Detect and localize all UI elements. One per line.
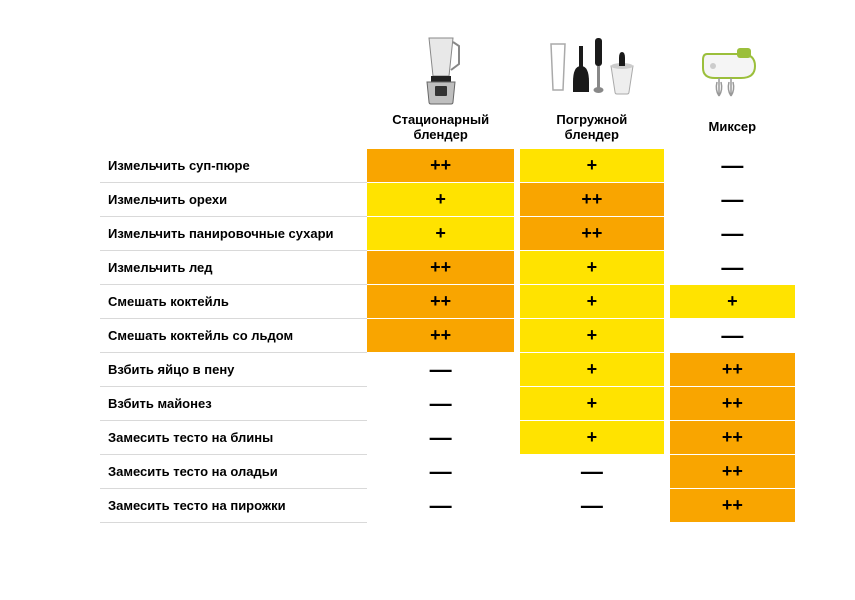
table-row: Замесить тесто на блины—+++: [100, 421, 795, 455]
stationary-blender-icon: [367, 10, 517, 110]
rating-cell: —: [667, 251, 795, 285]
table-row: Взбить яйцо в пену—+++: [100, 353, 795, 387]
rating-cell: +: [367, 183, 517, 217]
rating-cell: +: [517, 353, 667, 387]
rating-cell: —: [517, 455, 667, 489]
header-icons-row: [100, 10, 795, 110]
table-row: Измельчить орехи+++—: [100, 183, 795, 217]
rating-cell: ++: [367, 285, 517, 319]
header-labels-row: Стационарныйблендер Погружнойблендер Мик…: [100, 110, 795, 149]
rating-cell: ++: [367, 319, 517, 353]
rating-cell: +: [367, 217, 517, 251]
rating-cell: ++: [667, 489, 795, 523]
comparison-table: Стационарныйблендер Погружнойблендер Мик…: [100, 10, 795, 523]
rating-cell: ++: [517, 183, 667, 217]
task-label: Замесить тесто на блины: [100, 421, 367, 455]
task-label: Взбить яйцо в пену: [100, 353, 367, 387]
immersion-blender-icon: [517, 10, 667, 110]
rating-cell: ++: [367, 251, 517, 285]
rating-cell: —: [667, 319, 795, 353]
rating-cell: ++: [667, 455, 795, 489]
rating-cell: —: [667, 183, 795, 217]
rating-cell: ++: [667, 421, 795, 455]
table-row: Измельчить лед+++—: [100, 251, 795, 285]
rating-cell: —: [367, 489, 517, 523]
rating-cell: ++: [667, 387, 795, 421]
task-label: Измельчить лед: [100, 251, 367, 285]
task-label: Взбить майонез: [100, 387, 367, 421]
rating-cell: +: [517, 285, 667, 319]
rating-cell: +: [667, 285, 795, 319]
col-header-mixer: Миксер: [667, 110, 795, 149]
task-label: Замесить тесто на оладьи: [100, 455, 367, 489]
rating-cell: ++: [517, 217, 667, 251]
rating-cell: +: [517, 387, 667, 421]
mixer-icon: [667, 10, 795, 110]
rating-cell: —: [367, 455, 517, 489]
task-label: Измельчить суп-пюре: [100, 149, 367, 183]
task-label: Смешать коктейль: [100, 285, 367, 319]
task-label: Измельчить орехи: [100, 183, 367, 217]
rating-cell: ++: [667, 353, 795, 387]
rating-cell: —: [667, 149, 795, 183]
table-row: Взбить майонез—+++: [100, 387, 795, 421]
rating-cell: —: [367, 353, 517, 387]
task-label: Измельчить панировочные сухари: [100, 217, 367, 251]
table-row: Измельчить суп-пюре+++—: [100, 149, 795, 183]
rating-cell: —: [667, 217, 795, 251]
table-row: Замесить тесто на пирожки——++: [100, 489, 795, 523]
rating-cell: +: [517, 251, 667, 285]
table-row: Замесить тесто на оладьи——++: [100, 455, 795, 489]
col-header-stationary: Стационарныйблендер: [367, 110, 517, 149]
task-label: Замесить тесто на пирожки: [100, 489, 367, 523]
col-header-immersion: Погружнойблендер: [517, 110, 667, 149]
rating-cell: —: [367, 387, 517, 421]
task-label: Смешать коктейль со льдом: [100, 319, 367, 353]
rating-cell: ++: [367, 149, 517, 183]
table-row: Измельчить панировочные сухари+++—: [100, 217, 795, 251]
rating-cell: —: [367, 421, 517, 455]
table-row: Смешать коктейль со льдом+++—: [100, 319, 795, 353]
table-row: Смешать коктейль++++: [100, 285, 795, 319]
rating-cell: —: [517, 489, 667, 523]
rating-cell: +: [517, 319, 667, 353]
rating-cell: +: [517, 149, 667, 183]
rating-cell: +: [517, 421, 667, 455]
